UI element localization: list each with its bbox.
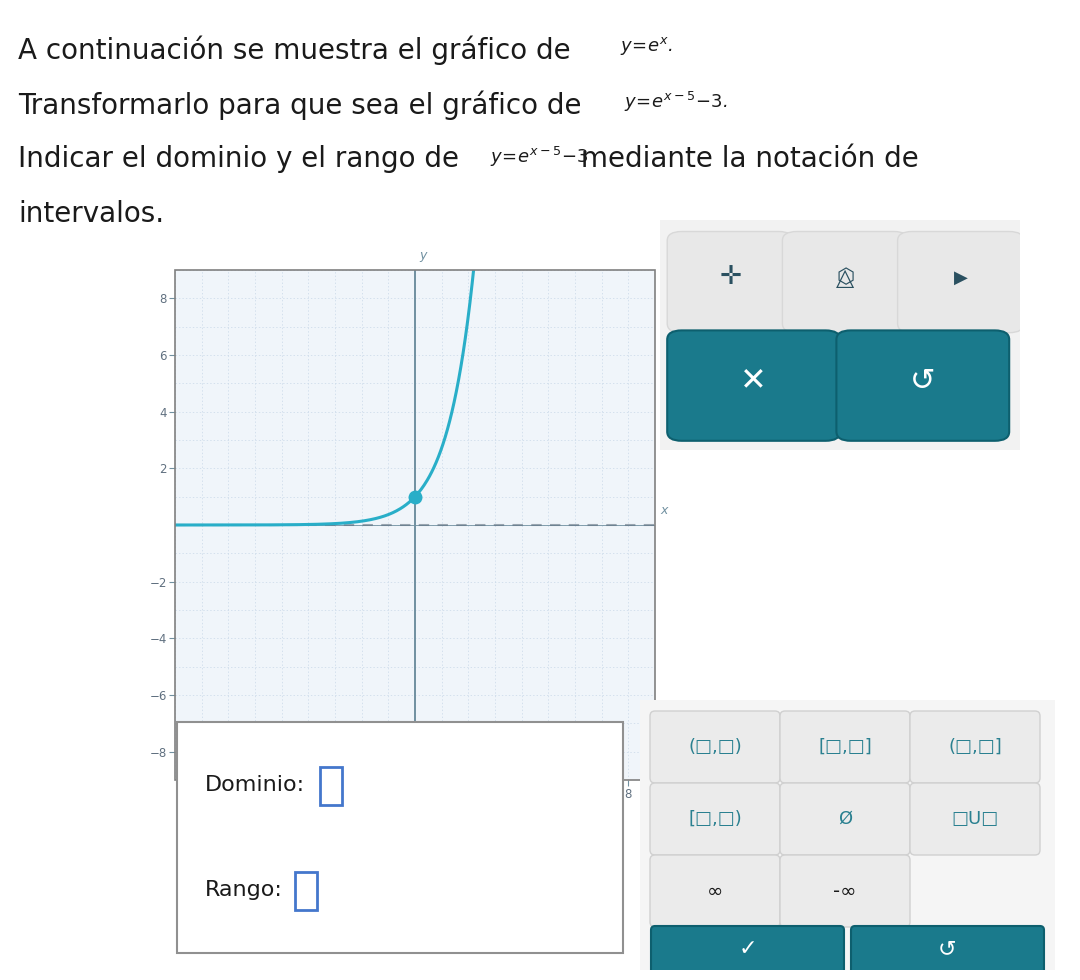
Text: $y\!=\!e^{x-5}\!-\!3$: $y\!=\!e^{x-5}\!-\!3$ [490,145,589,170]
Bar [320,767,342,805]
FancyBboxPatch shape [667,231,793,332]
Text: ✓: ✓ [739,940,757,959]
Text: ⬡: ⬡ [836,268,854,287]
FancyBboxPatch shape [649,213,1030,457]
Text: $y\!=\!e^{x-5}\!-\!3$.: $y\!=\!e^{x-5}\!-\!3$. [624,90,728,115]
Bar [295,872,318,910]
FancyBboxPatch shape [780,783,910,855]
FancyBboxPatch shape [836,330,1009,441]
Text: (□,□]: (□,□] [948,738,1002,756]
Text: [□,□]: [□,□] [819,738,872,756]
Text: ∞: ∞ [707,881,724,901]
Text: ✛: ✛ [719,265,741,290]
Text: intervalos.: intervalos. [18,200,164,228]
Text: A continuación se muestra el gráfico de: A continuación se muestra el gráfico de [18,35,580,65]
Text: Rango:: Rango: [205,880,283,900]
Text: ▶: ▶ [954,269,968,286]
FancyBboxPatch shape [782,231,908,332]
Text: ✕: ✕ [740,366,767,397]
Text: [□,□): [□,□) [688,810,742,828]
FancyBboxPatch shape [667,330,840,441]
Text: (□,□): (□,□) [688,738,742,756]
Text: mediante la notación de: mediante la notación de [572,145,919,173]
FancyBboxPatch shape [910,711,1040,783]
Text: -∞: -∞ [834,881,856,901]
FancyBboxPatch shape [851,926,1044,979]
Text: Indicar el dominio y el rango de: Indicar el dominio y el rango de [18,145,468,173]
FancyBboxPatch shape [650,783,780,855]
FancyBboxPatch shape [650,711,780,783]
Text: △: △ [836,266,854,289]
FancyBboxPatch shape [910,783,1040,855]
FancyBboxPatch shape [634,694,1061,976]
Text: □U□: □U□ [951,810,999,828]
FancyBboxPatch shape [650,855,780,927]
Text: Transformarlo para que sea el gráfico de: Transformarlo para que sea el gráfico de [18,90,591,120]
Text: $y\!=\!e^{x}$.: $y\!=\!e^{x}$. [620,35,673,57]
Text: Dominio:: Dominio: [205,775,306,795]
Text: Ø: Ø [838,810,852,828]
Text: $x$: $x$ [660,504,671,516]
Text: ↺: ↺ [939,940,957,959]
FancyBboxPatch shape [780,711,910,783]
FancyBboxPatch shape [651,926,843,979]
FancyBboxPatch shape [780,855,910,927]
Text: $y$: $y$ [419,250,429,265]
Bar [175,270,654,780]
Text: ↺: ↺ [910,367,935,396]
FancyBboxPatch shape [897,231,1024,332]
